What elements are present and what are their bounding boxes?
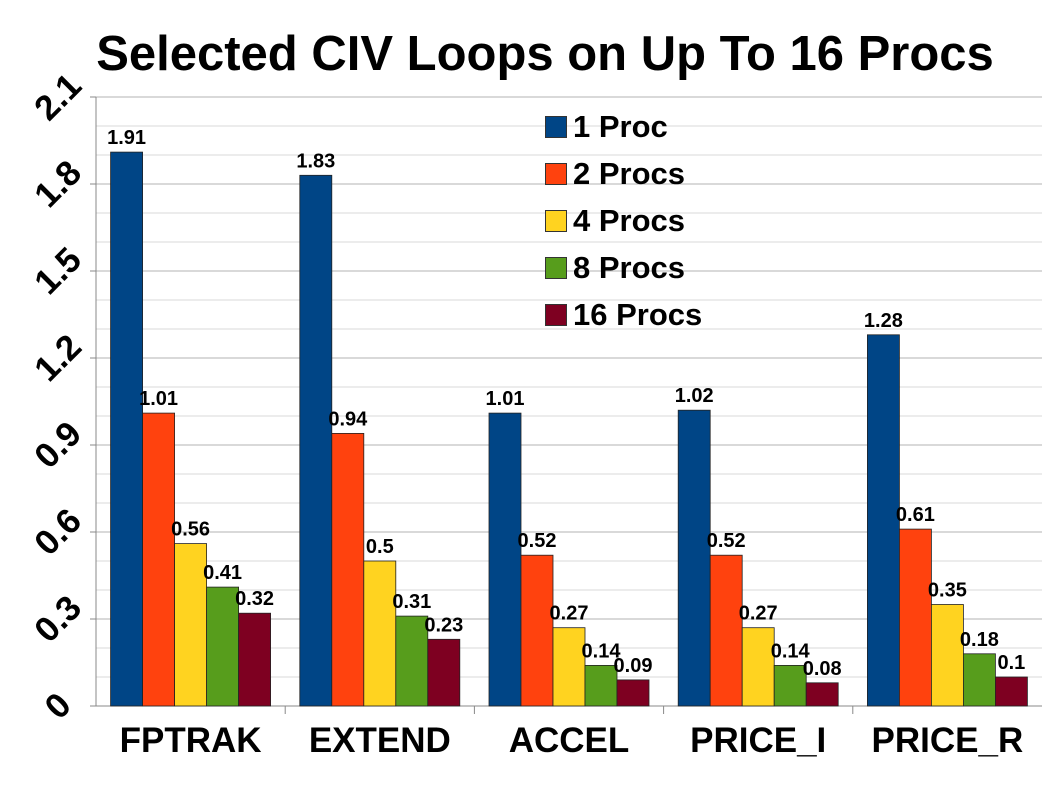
bar [899, 528, 932, 707]
bar [616, 679, 650, 707]
data-label: 1.28 [864, 310, 903, 332]
bar [488, 412, 522, 707]
x-tick-label: FPTRAK [120, 721, 262, 760]
data-label: 0.32 [235, 588, 274, 610]
data-label: 0.61 [896, 504, 935, 526]
x-tick-label: ACCEL [509, 721, 630, 760]
data-label: 0.27 [550, 603, 589, 625]
chart-legend: 1 Proc 2 Procs 4 Procs 8 Procs 16 Procs [545, 103, 702, 338]
legend-label: 2 Procs [573, 155, 686, 191]
bar [299, 174, 333, 707]
data-label: 0.14 [771, 640, 811, 662]
data-label: 0.31 [392, 591, 431, 613]
data-label: 0.08 [803, 658, 842, 680]
bar [963, 653, 996, 707]
legend-swatch [545, 115, 567, 138]
data-label: 0.94 [328, 408, 368, 430]
x-tick-label: PRICE_R [872, 721, 1024, 760]
data-label: 1.02 [675, 385, 714, 407]
bar [363, 560, 397, 707]
bar [931, 604, 964, 707]
data-label: 1.01 [139, 388, 178, 410]
bar [867, 334, 900, 707]
bar [552, 627, 586, 707]
data-label: 0.09 [614, 655, 653, 677]
bar [741, 627, 775, 707]
legend-label: 4 Procs [573, 202, 686, 238]
data-label: 0.41 [203, 562, 242, 584]
legend-label: 16 Procs [573, 296, 703, 332]
bar [584, 665, 618, 707]
y-tick-label: 1.5 [27, 240, 89, 302]
y-tick-label: 1.2 [27, 327, 89, 389]
bar [709, 554, 743, 707]
legend-swatch [545, 256, 567, 279]
data-label: 0.5 [366, 536, 394, 558]
legend-item: 2 Procs [545, 150, 702, 197]
bar [805, 682, 839, 707]
bar [773, 665, 807, 707]
x-tick-label: PRICE_I [690, 721, 826, 760]
legend-swatch [545, 209, 567, 232]
bar [206, 586, 240, 707]
legend-swatch [545, 162, 567, 185]
legend-item: 1 Proc [545, 103, 702, 150]
legend-item: 4 Procs [545, 197, 702, 244]
legend-item: 8 Procs [545, 244, 702, 291]
bar [142, 412, 176, 707]
data-label: 0.27 [739, 603, 778, 625]
legend-label: 8 Procs [573, 249, 686, 285]
data-label: 0.23 [424, 614, 463, 636]
data-label: 0.56 [171, 519, 210, 541]
y-tick-label: 2.1 [27, 66, 89, 128]
data-label: 0.52 [707, 530, 746, 552]
legend-item: 16 Procs [545, 291, 702, 338]
bar [331, 432, 365, 707]
data-label: 1.83 [296, 150, 335, 172]
y-tick-label: 0.9 [27, 414, 89, 476]
data-label: 0.35 [928, 580, 967, 602]
bar [995, 676, 1028, 707]
y-tick-label: 0 [37, 685, 78, 726]
y-tick-label: 0.3 [27, 588, 89, 650]
data-label: 1.91 [107, 127, 146, 149]
bar [238, 612, 272, 707]
bar [677, 409, 711, 707]
bar [427, 638, 461, 707]
data-label: 0.52 [518, 530, 557, 552]
data-label: 0.18 [960, 629, 999, 651]
bar [395, 615, 429, 707]
data-label: 1.01 [486, 388, 525, 410]
y-tick-label: 0.6 [27, 501, 89, 563]
data-label: 0.14 [582, 640, 622, 662]
bar [520, 554, 554, 707]
y-tick-label: 1.8 [27, 153, 89, 215]
bar [174, 543, 208, 707]
bar [110, 151, 143, 707]
chart-title: Selected CIV Loops on Up To 16 Procs [96, 27, 994, 81]
legend-label: 1 Proc [573, 108, 668, 144]
x-tick-label: EXTEND [309, 721, 451, 760]
data-label: 0.1 [997, 652, 1025, 674]
legend-swatch [545, 303, 567, 326]
